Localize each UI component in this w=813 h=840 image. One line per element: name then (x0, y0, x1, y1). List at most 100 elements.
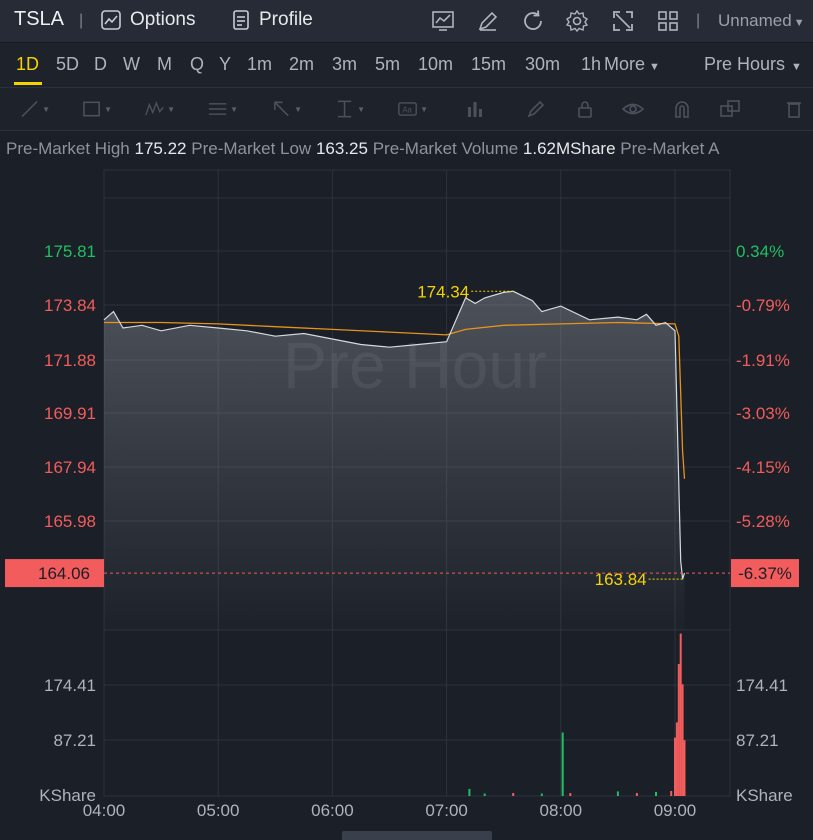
top-bar: TSLA | Options Profile | Unnamed ▼ (0, 0, 813, 43)
x-tick: 06:00 (311, 801, 354, 820)
x-tick: 09:00 (654, 801, 697, 820)
volume-bar (483, 793, 486, 796)
tf-1d[interactable]: 1D (16, 54, 40, 74)
volume-unit-left: KShare (39, 786, 96, 805)
separator: | (79, 12, 84, 29)
tf-30m[interactable]: 30m (525, 54, 561, 74)
volume-unit-right: KShare (736, 786, 793, 805)
symbol-label[interactable]: TSLA (14, 8, 65, 30)
price-line (103, 290, 686, 580)
volume-bar (635, 793, 638, 796)
magnet-icon[interactable] (667, 96, 697, 122)
tf-m[interactable]: M (157, 54, 172, 74)
copy-icon[interactable] (715, 96, 745, 122)
y-tick-left: 173.84 (44, 296, 96, 315)
premarket-info-bar: Pre-Market High 175.22 Pre-Market Low 16… (0, 131, 813, 165)
indicator-tool-icon[interactable] (460, 96, 490, 122)
svg-text:Aa: Aa (402, 105, 412, 114)
tf-3m[interactable]: 3m (332, 54, 358, 74)
premarket-high-label: Pre-Market High (6, 139, 130, 158)
chart-icon[interactable] (430, 8, 456, 34)
more-label: More (604, 54, 646, 74)
premarket-volume-value: 1.62MShare (522, 139, 616, 158)
drawing-toolbar: ▼ ▼ ▼ ▼ ▼ ▼ Aa ▼ (0, 88, 813, 131)
y-tick-left: 169.91 (44, 404, 96, 423)
layout-name-dropdown[interactable]: Unnamed ▼ (718, 11, 805, 31)
pencil-icon[interactable] (475, 8, 501, 34)
pattern-tool-icon[interactable]: ▼ (145, 96, 175, 122)
profile-button[interactable]: Profile (231, 9, 313, 31)
volume-bar (675, 722, 678, 796)
text-tool-icon[interactable]: Aa ▼ (398, 96, 428, 122)
volume-tick-right: 174.41 (736, 676, 788, 695)
tf-15m[interactable]: 15m (471, 54, 507, 74)
x-tick: 07:00 (425, 801, 468, 820)
options-button[interactable]: Options (100, 9, 195, 31)
tf-1h[interactable]: 1h (581, 54, 602, 74)
volume-bar (683, 740, 686, 796)
fibonacci-tool-icon[interactable]: ▼ (208, 103, 238, 115)
x-tick: 04:00 (83, 801, 126, 820)
average-price-line (104, 321, 686, 479)
volume-bar (679, 633, 682, 796)
x-tick: 08:00 (540, 801, 583, 820)
gear-icon[interactable] (564, 8, 590, 34)
more-dropdown[interactable]: More ▼ (604, 54, 660, 75)
min-annotation-label: 163.84 (595, 570, 647, 589)
tf-5m[interactable]: 5m (375, 54, 401, 74)
session-dropdown[interactable]: Pre Hours ▼ (704, 54, 802, 75)
separator-2: | (696, 12, 701, 29)
refresh-icon[interactable] (520, 8, 546, 34)
fullscreen-icon[interactable] (610, 8, 636, 34)
lock-icon[interactable] (570, 96, 600, 122)
options-label: Options (130, 9, 196, 30)
volume-bar (616, 791, 619, 796)
current-price-tag (5, 559, 104, 588)
rectangle-tool-icon[interactable]: ▼ (82, 96, 112, 122)
volume-bar (674, 737, 676, 796)
volume-bar (681, 684, 684, 796)
active-timeframe-indicator (14, 82, 42, 85)
volume-bars (468, 633, 686, 796)
volume-tick-left: 87.21 (53, 731, 96, 750)
tf-y[interactable]: Y (219, 54, 232, 74)
tf-w[interactable]: W (123, 54, 140, 74)
y-tick-right: -0.79% (736, 296, 790, 315)
current-pct-label: -6.37% (738, 564, 792, 583)
brush-tool-icon[interactable] (521, 96, 551, 122)
y-tick-left: 165.98 (44, 512, 96, 531)
profile-label: Profile (259, 9, 313, 30)
chart-scrollbar[interactable] (342, 831, 492, 840)
volume-bar (569, 793, 572, 796)
current-pct-tag (731, 559, 799, 588)
tf-5d[interactable]: 5D (56, 54, 80, 74)
premarket-high-value: 175.22 (134, 139, 187, 158)
tf-2m[interactable]: 2m (289, 54, 315, 74)
tf-1m[interactable]: 1m (247, 54, 273, 74)
options-icon (101, 10, 121, 30)
chevron-down-icon: ▼ (791, 61, 802, 73)
volume-tick-right: 87.21 (736, 731, 779, 750)
tf-10m[interactable]: 10m (418, 54, 454, 74)
volume-bar (677, 664, 680, 796)
tf-q[interactable]: Q (190, 54, 205, 74)
current-price-label: 164.06 (38, 564, 90, 583)
volume-bar (655, 791, 657, 796)
trash-icon[interactable] (779, 96, 809, 122)
y-tick-right: -1.91% (736, 351, 790, 370)
arrow-tool-icon[interactable]: ▼ (272, 96, 302, 122)
grid-layout-icon[interactable] (655, 8, 681, 34)
line-tool-icon[interactable]: ▼ (20, 96, 50, 122)
volume-bar (540, 793, 543, 796)
measure-tool-icon[interactable]: ▼ (337, 100, 365, 118)
chart-series: 174.34 163.84 (103, 282, 730, 630)
chevron-down-icon: ▼ (793, 17, 805, 29)
volume-tick-left: 174.41 (44, 676, 96, 695)
premarket-trail-label: Pre-Market A (620, 139, 720, 158)
y-tick-left: 167.94 (44, 458, 96, 477)
volume-bar (670, 790, 673, 796)
tf-d[interactable]: D (94, 54, 107, 74)
y-tick-right: -5.28% (736, 512, 790, 531)
eye-icon[interactable] (618, 96, 648, 122)
